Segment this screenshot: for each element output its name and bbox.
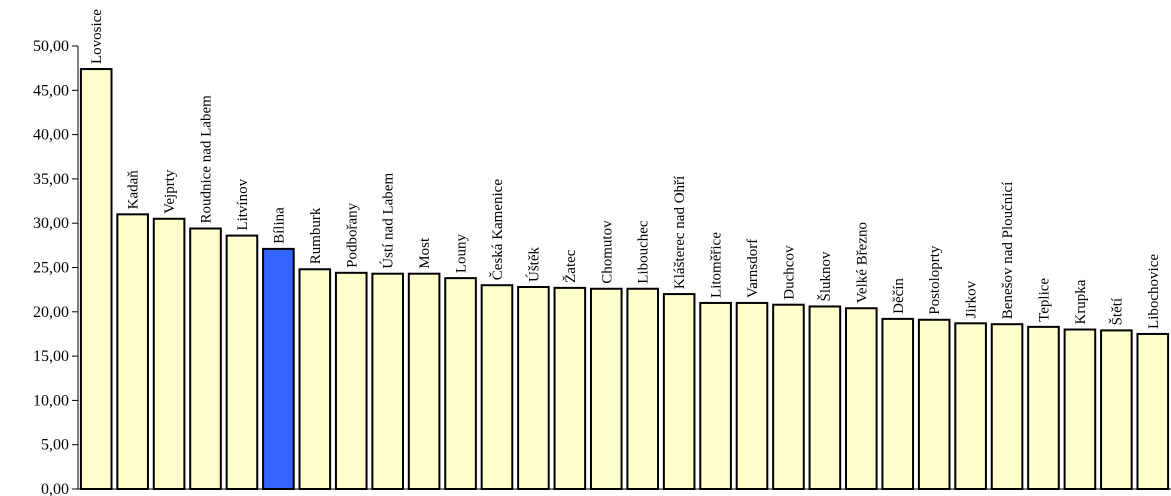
bar-category-label: Štětí (1108, 298, 1125, 326)
bar (917, 318, 951, 490)
bar (298, 268, 332, 490)
bar-category-label: Litoměřice (709, 232, 725, 298)
y-tick-label: 25,00 (33, 260, 69, 277)
bar-category-label: Bílina (271, 207, 287, 244)
bar (262, 247, 295, 490)
bar-category-label: Duchcov (781, 245, 797, 300)
bar (699, 301, 732, 490)
bar (662, 293, 696, 490)
bar-category-label: Libouchec (636, 220, 652, 284)
y-tick-label: 35,00 (33, 171, 69, 188)
y-tick-label: 10,00 (33, 392, 69, 409)
y-tick-label: 5,00 (41, 437, 69, 454)
bar (1136, 332, 1170, 491)
bar (444, 277, 477, 490)
bar-category-label: Děčín (891, 278, 907, 314)
bar-category-label: Teplice (1036, 278, 1052, 322)
bar (480, 284, 514, 490)
bar (735, 301, 769, 490)
y-tick-label: 15,00 (33, 348, 69, 365)
bar-category-label: Louny (454, 233, 470, 273)
bar-category-label: Lovosice (89, 9, 105, 64)
bar-category-label: Ústí nad Labem (380, 173, 397, 269)
y-axis: 0,00 5,00 10,00 15,00 20,00 25,00 30,00 35,00 40… (33, 38, 1171, 496)
bar-category-label: Šluknov (817, 251, 834, 302)
bar (116, 213, 149, 490)
bar-category-label: Benešov nad Ploučnicí (1000, 182, 1016, 319)
bars (79, 68, 1170, 491)
bar-category-label: Kadaň (126, 170, 142, 210)
bar (553, 286, 587, 490)
bar (589, 287, 623, 491)
bar-labels: Lovosice Kadaň Vejprty Roudnice nad Labem Li… (89, 9, 1162, 329)
bar (225, 234, 259, 490)
bar-category-label: Chomutov (599, 220, 615, 284)
bar-category-label: Krupka (1073, 279, 1089, 324)
bar-category-label: Žatec (562, 249, 579, 283)
bar-category-label: Rumburk (308, 207, 324, 264)
y-tick-label: 30,00 (33, 215, 69, 232)
bar (954, 322, 987, 490)
bar (808, 305, 842, 491)
bar (772, 303, 805, 490)
bar-category-label: Podbořany (344, 202, 360, 267)
bar (845, 307, 878, 491)
bar-category-label: Postoloprty (927, 245, 943, 315)
y-tick-label: 0,00 (41, 481, 69, 496)
bar (79, 68, 113, 490)
bar-category-label: Libochovice (1146, 254, 1162, 329)
bar (881, 317, 915, 491)
bar-category-label: Úštěk (525, 246, 542, 281)
bar (189, 227, 222, 491)
bar (1063, 328, 1097, 490)
bar (517, 285, 550, 490)
bar (407, 272, 441, 491)
bar-category-label: Vejprty (162, 169, 178, 214)
bar (1100, 329, 1133, 490)
bar-category-label: Jirkov (964, 280, 980, 318)
bar-category-label: Velké Březno (854, 222, 870, 303)
bar-category-label: Klášterec nad Ohří (672, 176, 688, 289)
bar (1027, 325, 1060, 490)
bar-category-label: Česká Kamenice (489, 179, 506, 281)
bar-category-label: Varnsdorf (745, 239, 761, 298)
bar (152, 217, 186, 491)
bar-category-label: Most (417, 237, 433, 269)
bar (990, 323, 1024, 491)
y-tick-label: 45,00 (33, 82, 69, 99)
y-tick-label: 40,00 (33, 127, 69, 144)
y-tick-label: 20,00 (33, 304, 69, 321)
bar (334, 271, 368, 490)
bar-category-label: Roudnice nad Labem (199, 95, 215, 224)
bar-category-label: Litvínov (235, 178, 251, 230)
bar (371, 272, 404, 491)
y-tick-label: 50,00 (33, 38, 69, 55)
bar (626, 287, 660, 491)
